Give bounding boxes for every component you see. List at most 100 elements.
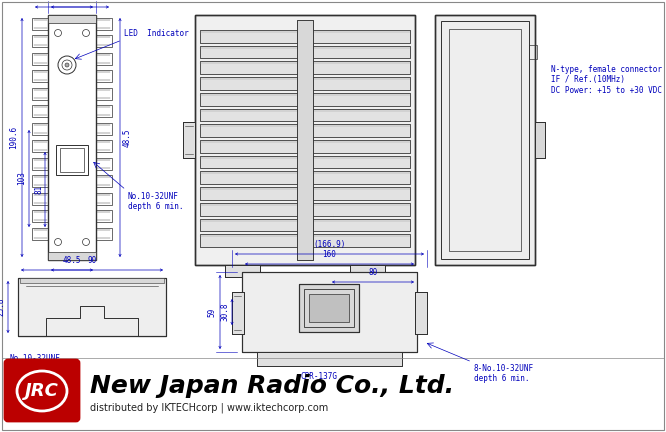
Bar <box>200 124 410 137</box>
Bar <box>96 158 112 170</box>
Bar <box>200 156 410 168</box>
Bar <box>232 292 244 334</box>
Bar <box>32 175 48 187</box>
Bar <box>18 278 166 336</box>
Bar <box>32 193 48 205</box>
FancyBboxPatch shape <box>5 360 79 421</box>
Bar <box>441 21 529 259</box>
Bar <box>48 15 96 23</box>
Bar <box>32 140 48 152</box>
Bar <box>32 88 48 100</box>
Bar <box>96 140 112 152</box>
Bar <box>96 105 112 117</box>
Bar <box>309 294 349 322</box>
Bar <box>96 88 112 100</box>
Text: JRC: JRC <box>25 382 59 400</box>
Ellipse shape <box>17 371 67 411</box>
Text: N-type, female connector
IF / Ref.(10MHz)
DC Power: +15 to +30 VDC: N-type, female connector IF / Ref.(10MHz… <box>551 65 662 95</box>
Bar <box>535 122 545 158</box>
Bar <box>200 124 410 137</box>
Text: 90: 90 <box>87 256 97 265</box>
Text: 25.8: 25.8 <box>0 298 5 316</box>
Bar <box>200 77 410 90</box>
Bar <box>200 234 410 247</box>
Bar <box>304 289 354 327</box>
Bar <box>449 29 521 251</box>
Text: distributed by IKTECHcorp | www.iktechcorp.com: distributed by IKTECHcorp | www.iktechco… <box>90 403 328 413</box>
Bar <box>297 20 313 260</box>
Bar <box>183 122 195 158</box>
Bar <box>200 187 410 200</box>
Bar <box>96 18 112 30</box>
Bar <box>60 148 84 172</box>
Bar <box>435 15 535 265</box>
Bar <box>200 140 410 153</box>
Bar <box>415 292 427 334</box>
Text: 103: 103 <box>17 172 26 185</box>
Bar <box>529 45 537 59</box>
Bar <box>242 272 417 352</box>
Text: No.10-32UNF
depth 6 min.: No.10-32UNF depth 6 min. <box>128 192 184 211</box>
Bar <box>96 210 112 222</box>
Text: CPR-137G: CPR-137G <box>300 372 338 381</box>
Bar <box>299 284 359 332</box>
Bar <box>350 265 385 277</box>
Bar <box>200 30 410 43</box>
Bar <box>232 292 244 334</box>
Bar <box>200 219 410 231</box>
Bar <box>96 175 112 187</box>
Bar <box>32 70 48 82</box>
Bar <box>200 46 410 58</box>
Text: 48.5: 48.5 <box>63 256 81 265</box>
Bar <box>200 108 410 121</box>
Bar <box>200 61 410 74</box>
Bar <box>96 193 112 205</box>
Bar <box>200 234 410 247</box>
Bar <box>32 158 48 170</box>
Bar <box>200 203 410 216</box>
Bar <box>96 53 112 65</box>
Bar <box>299 284 359 332</box>
Bar <box>200 77 410 90</box>
Bar <box>32 53 48 65</box>
Bar <box>297 20 313 260</box>
Bar <box>96 123 112 135</box>
Text: 160: 160 <box>322 250 336 259</box>
Bar <box>96 228 112 240</box>
Bar <box>200 172 410 184</box>
Bar <box>257 352 402 366</box>
Bar <box>195 15 415 265</box>
Text: 59: 59 <box>207 308 216 317</box>
Bar <box>535 122 545 158</box>
Bar <box>415 292 427 334</box>
Bar <box>200 108 410 121</box>
Bar <box>200 93 410 105</box>
Bar <box>200 187 410 200</box>
Bar <box>200 156 410 168</box>
Text: 42.9: 42.9 <box>63 0 81 2</box>
Bar <box>56 145 88 175</box>
Bar <box>32 18 48 30</box>
Bar <box>200 219 410 231</box>
Bar <box>96 70 112 82</box>
Bar <box>32 210 48 222</box>
Polygon shape <box>18 306 166 336</box>
Bar <box>18 278 166 336</box>
Text: LED  Indicator: LED Indicator <box>124 29 188 38</box>
Bar <box>195 15 415 265</box>
Bar <box>32 35 48 47</box>
Bar <box>20 278 164 283</box>
Bar <box>183 122 195 158</box>
Bar <box>32 228 48 240</box>
Bar <box>200 93 410 105</box>
Text: 80: 80 <box>368 268 378 277</box>
Bar <box>200 203 410 216</box>
Bar <box>350 265 385 277</box>
Circle shape <box>65 63 69 67</box>
Bar <box>242 272 417 352</box>
Bar <box>435 15 535 265</box>
Bar <box>32 105 48 117</box>
Bar <box>200 30 410 43</box>
Bar <box>200 140 410 153</box>
Text: 8-No.10-32UNF
depth 6 min.: 8-No.10-32UNF depth 6 min. <box>474 364 534 384</box>
